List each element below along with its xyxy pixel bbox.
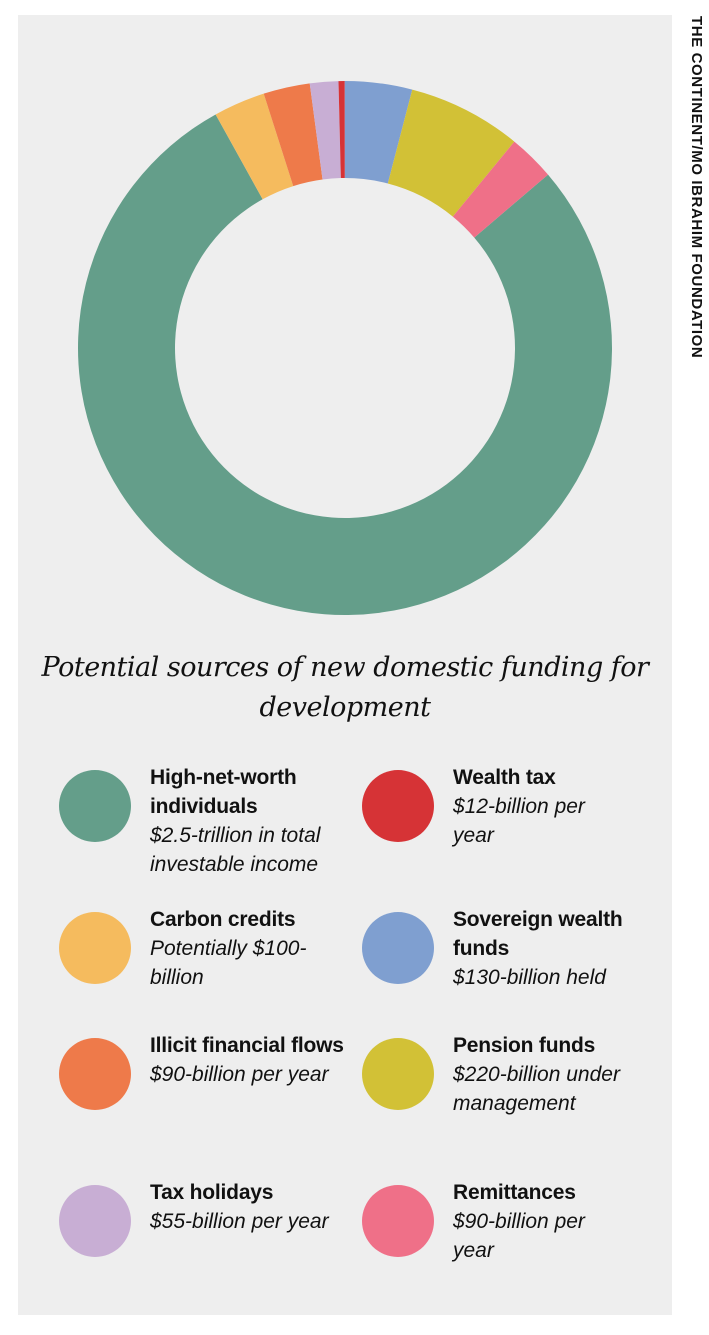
donut-chart bbox=[77, 81, 612, 615]
legend-text: Tax holidays $55-billion per year bbox=[150, 1178, 350, 1236]
donut-slice bbox=[77, 114, 612, 615]
legend-name: Tax holidays bbox=[150, 1181, 274, 1204]
value-label: $55-billion per year bbox=[150, 1210, 329, 1233]
legend-text: Carbon credits Potentially $100-billion bbox=[150, 905, 350, 992]
legend-swatch bbox=[59, 912, 131, 984]
legend-text: Wealth tax $12-billion per year bbox=[453, 763, 631, 850]
legend-text: Remittances $90-billion per year bbox=[453, 1178, 631, 1265]
legend-swatch bbox=[362, 912, 434, 984]
value-label: $2.5-trillion in total investable income bbox=[150, 824, 321, 876]
legend-name: Wealth tax bbox=[453, 766, 556, 789]
value-label: Potentially $100-billion bbox=[150, 937, 307, 989]
legend-name: Carbon credits bbox=[150, 908, 296, 931]
legend-name: High-net-worth individuals bbox=[150, 766, 297, 818]
donut-slice bbox=[338, 81, 345, 179]
legend-text: Illicit financial flows $90-billion per y… bbox=[150, 1031, 350, 1089]
legend-text: High-net-worth individuals $2.5-trillion … bbox=[150, 763, 350, 879]
donut-slice bbox=[309, 81, 341, 180]
value-label: $130-billion held bbox=[453, 966, 606, 989]
legend-swatch bbox=[59, 1185, 131, 1257]
legend-name: Sovereign wealth funds bbox=[453, 908, 623, 960]
donut-slice bbox=[215, 93, 294, 200]
donut-slice bbox=[387, 89, 515, 217]
donut-slice bbox=[263, 83, 323, 187]
legend-text: Pension funds $220-billion under manageme… bbox=[453, 1031, 631, 1118]
value-label: $90-billion per year bbox=[453, 1210, 585, 1262]
legend-name: Remittances bbox=[453, 1181, 576, 1204]
value-label: $220-billion under management bbox=[453, 1063, 620, 1115]
legend-name: Pension funds bbox=[453, 1034, 596, 1057]
value-label: $12-billion per year bbox=[453, 795, 585, 847]
legend-name: Illicit financial flows bbox=[150, 1034, 344, 1057]
legend-swatch bbox=[362, 1185, 434, 1257]
legend-swatch bbox=[59, 770, 131, 842]
donut-slice bbox=[344, 81, 413, 184]
donut-slice bbox=[452, 141, 549, 238]
value-label: $90-billion per year bbox=[150, 1063, 329, 1086]
legend-text: Sovereign wealth funds $130-billion held bbox=[453, 905, 631, 992]
legend-swatch bbox=[362, 1038, 434, 1110]
chart-title: Potential sources of new domestic fundin… bbox=[41, 652, 649, 723]
legend-swatch bbox=[362, 770, 434, 842]
legend-swatch bbox=[59, 1038, 131, 1110]
source-credit: THE CONTINENT/MO IBRAHIM FOUNDATION bbox=[688, 16, 705, 359]
